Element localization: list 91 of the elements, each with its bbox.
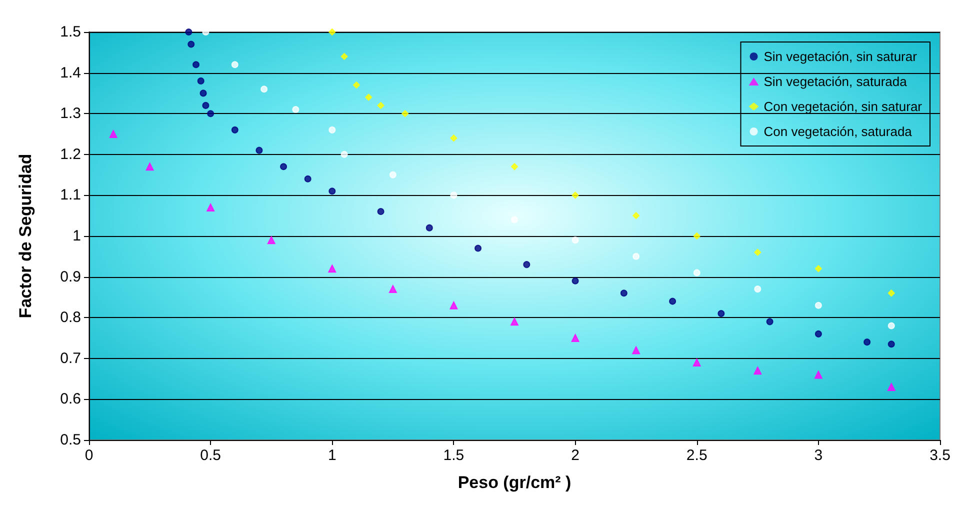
- x-tick-label: 0: [84, 447, 94, 464]
- point: [328, 126, 336, 134]
- point: [693, 232, 700, 240]
- y-tick-label: 1.1: [60, 186, 81, 204]
- point: [620, 290, 628, 297]
- point: [388, 285, 397, 294]
- point: [450, 301, 458, 310]
- point: [197, 77, 204, 84]
- x-tick-label: 2: [571, 447, 580, 464]
- point: [202, 102, 210, 109]
- x-tick-label: 3.5: [930, 447, 950, 464]
- point: [340, 150, 348, 158]
- point: [814, 330, 822, 338]
- point: [192, 61, 200, 68]
- point: [572, 277, 579, 284]
- x-tick-label: 3: [814, 447, 823, 464]
- point: [887, 382, 896, 391]
- point: [109, 130, 118, 138]
- x-tick-label: 1.5: [443, 447, 464, 464]
- point: [510, 318, 518, 326]
- y-tick-label: 0.5: [60, 432, 81, 448]
- legend-label: Sin vegetación, saturada: [764, 74, 908, 89]
- point: [766, 318, 774, 326]
- y-axis-title: Factor de Seguridad: [16, 154, 35, 318]
- point: [511, 216, 518, 224]
- point: [206, 203, 215, 212]
- point: [389, 171, 396, 178]
- point: [328, 28, 336, 36]
- point: [188, 40, 195, 48]
- point: [888, 322, 895, 330]
- point: [571, 334, 580, 342]
- point: [693, 269, 700, 276]
- point: [231, 61, 238, 68]
- point: [267, 236, 276, 244]
- point: [304, 175, 312, 182]
- x-tick-label: 1: [328, 447, 336, 464]
- x-tick-label: 0.5: [200, 447, 221, 464]
- point: [632, 252, 640, 260]
- point: [377, 208, 384, 216]
- point: [888, 290, 895, 297]
- point: [328, 264, 336, 273]
- y-tick-label: 1.4: [60, 64, 81, 82]
- legend-label: Con vegetación, sin saturar: [764, 99, 923, 114]
- point: [256, 146, 263, 154]
- point: [340, 52, 348, 60]
- point: [200, 90, 207, 97]
- point: [523, 261, 530, 268]
- point: [814, 265, 822, 272]
- point: [280, 163, 288, 170]
- point: [207, 110, 214, 118]
- point: [328, 188, 336, 195]
- point: [572, 236, 579, 244]
- point: [185, 28, 192, 36]
- point: [231, 126, 238, 134]
- point: [888, 340, 895, 348]
- y-tick-label: 0.7: [60, 350, 81, 367]
- point: [352, 82, 360, 89]
- point: [365, 94, 372, 101]
- point: [814, 302, 822, 309]
- point: [754, 366, 762, 375]
- point: [377, 102, 384, 109]
- y-tick-label: 0.6: [60, 390, 81, 408]
- y-tick-label: 1.2: [60, 146, 81, 163]
- point: [718, 310, 725, 318]
- y-tick-label: 0.9: [60, 268, 81, 286]
- point: [292, 106, 300, 114]
- y-tick-label: 1.3: [60, 105, 81, 122]
- point: [474, 244, 482, 252]
- x-axis-title: Peso (gr/cm² ): [458, 473, 572, 492]
- point: [450, 192, 458, 199]
- point: [260, 86, 268, 93]
- point: [864, 338, 871, 346]
- point: [692, 358, 701, 366]
- point: [754, 286, 762, 293]
- y-tick-label: 1: [72, 228, 81, 244]
- point: [669, 298, 676, 305]
- point: [511, 163, 518, 170]
- point: [572, 192, 579, 199]
- point: [814, 370, 822, 379]
- point: [632, 346, 640, 354]
- y-tick-label: 0.8: [60, 309, 81, 326]
- legend-label: Sin vegetación, sin saturar: [764, 49, 918, 64]
- point: [146, 162, 154, 171]
- point: [426, 224, 433, 232]
- x-tick-label: 2.5: [686, 447, 708, 464]
- point: [450, 134, 458, 142]
- legend-label: Con vegetación, saturada: [764, 124, 913, 139]
- point: [754, 248, 762, 256]
- point: [632, 212, 640, 220]
- y-tick-label: 1.5: [60, 24, 81, 40]
- point: [402, 110, 409, 118]
